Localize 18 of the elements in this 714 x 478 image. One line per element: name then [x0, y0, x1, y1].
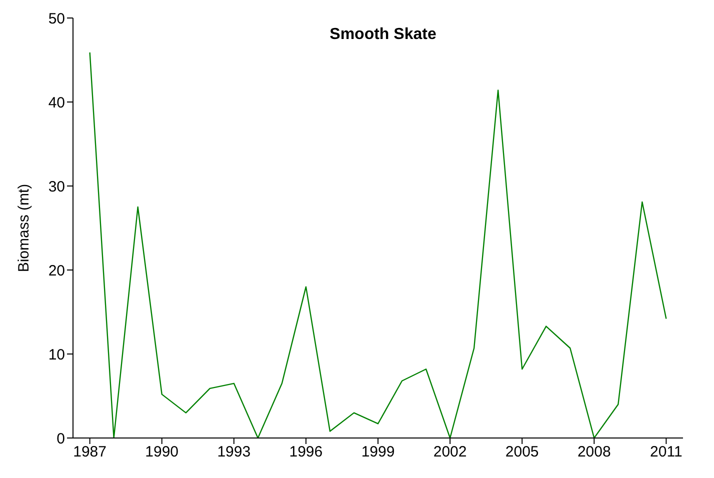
x-tick-label: 2002: [433, 444, 467, 461]
y-tick-label: 10: [48, 346, 65, 364]
text: Smooth Skate: [328, 26, 438, 44]
y-tick-label: 0: [56, 430, 65, 448]
y-tick-label: 20: [48, 262, 65, 280]
x-tick-label: 1999: [361, 444, 395, 461]
x-tick-label: 2011: [650, 444, 682, 461]
y-axis-title: Biomass (mt): [15, 184, 32, 272]
y-tick-label: 50: [48, 10, 65, 28]
line-series: [89, 52, 667, 438]
x-tick-label: 1990: [145, 444, 179, 461]
x-tick-label: 1993: [217, 444, 251, 461]
x-tick-label: 1996: [289, 444, 323, 461]
x-tick-label: 2008: [577, 444, 611, 461]
y-tick-label: 40: [48, 94, 65, 112]
x-tick-label: 2005: [505, 444, 539, 461]
y-tick-label: 30: [48, 178, 65, 196]
x-tick-label: 1987: [73, 444, 106, 461]
